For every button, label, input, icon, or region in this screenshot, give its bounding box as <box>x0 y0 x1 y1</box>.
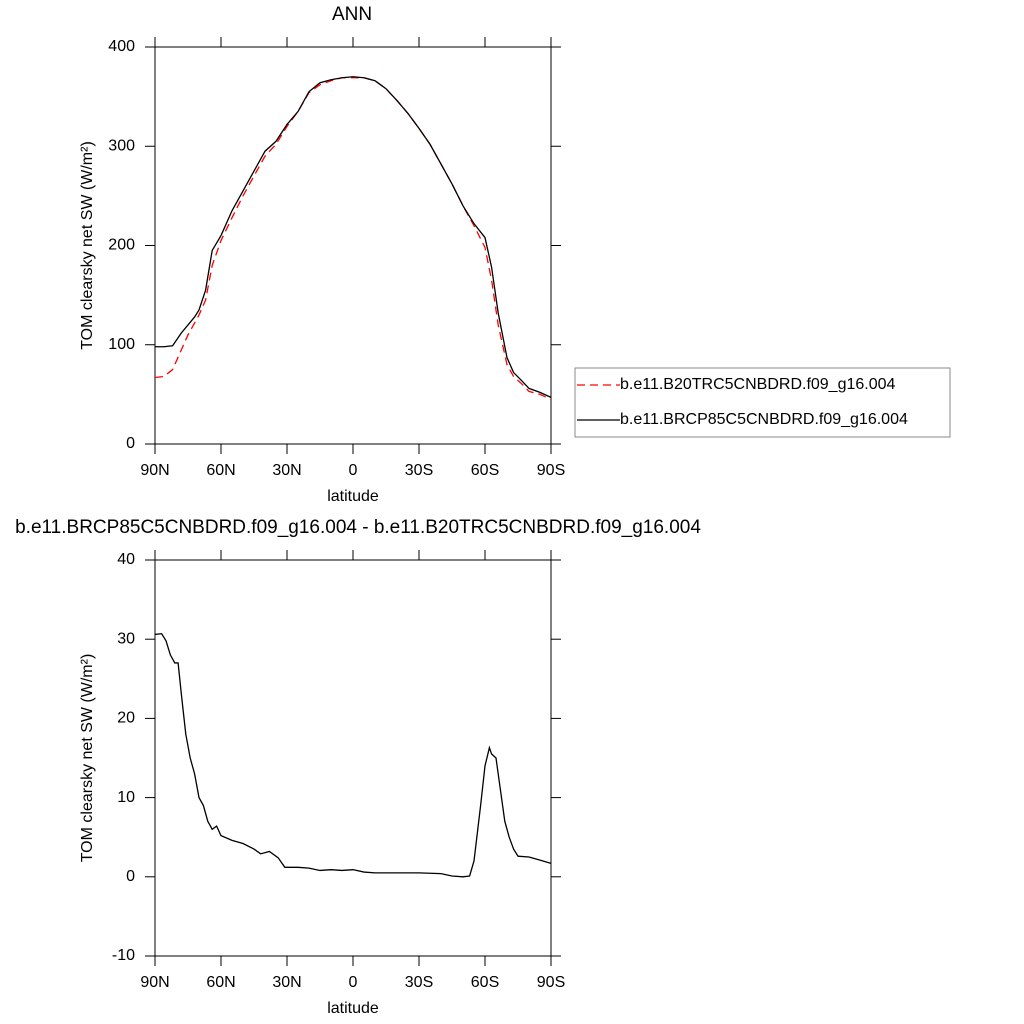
y-tick-label: 400 <box>108 38 135 55</box>
x-tick-label: 60N <box>206 462 235 479</box>
x-tick-label: 30S <box>405 974 433 991</box>
x-tick-label: 90N <box>140 462 169 479</box>
x-tick-label: 60N <box>206 974 235 991</box>
x-axis-label: latitude <box>327 488 379 505</box>
y-axis-label: TOM clearsky net SW (W/m²) <box>79 654 96 863</box>
data-line <box>154 77 552 400</box>
x-tick-label: 30N <box>272 974 301 991</box>
x-tick-label: 60S <box>471 462 499 479</box>
chart-title: b.e11.BRCP85C5CNBDRD.f09_g16.004 - b.e11… <box>15 517 701 538</box>
y-axis-label: TOM clearsky net SW (W/m²) <box>79 141 96 350</box>
legend-label: b.e11.BRCP85C5CNBDRD.f09_g16.004 <box>620 411 908 428</box>
chart-title: ANN <box>332 4 372 25</box>
legend-box <box>574 367 951 438</box>
x-tick-label: 90S <box>537 462 565 479</box>
y-tick-label: 20 <box>117 710 135 727</box>
plot-frame <box>154 559 552 957</box>
y-tick-label: 10 <box>117 789 135 806</box>
y-tick-label: 100 <box>108 336 135 353</box>
x-tick-label: 60S <box>471 974 499 991</box>
y-tick-label: -10 <box>112 947 135 964</box>
y-tick-label: 200 <box>108 237 135 254</box>
x-tick-label: 0 <box>349 974 358 991</box>
y-tick-label: 40 <box>117 551 135 568</box>
x-tick-label: 30S <box>405 462 433 479</box>
y-tick-label: 300 <box>108 137 135 154</box>
x-tick-label: 0 <box>349 462 358 479</box>
data-line <box>155 76 552 398</box>
x-tick-label: 30N <box>272 462 301 479</box>
x-tick-label: 90N <box>140 974 169 991</box>
x-axis-label: latitude <box>327 1000 379 1017</box>
x-tick-label: 90S <box>537 974 565 991</box>
y-tick-label: 0 <box>126 868 135 885</box>
y-tick-label: 0 <box>126 435 135 452</box>
y-tick-label: 30 <box>117 630 135 647</box>
legend-label: b.e11.B20TRC5CNBDRD.f09_g16.004 <box>620 376 896 393</box>
data-line <box>154 632 552 878</box>
